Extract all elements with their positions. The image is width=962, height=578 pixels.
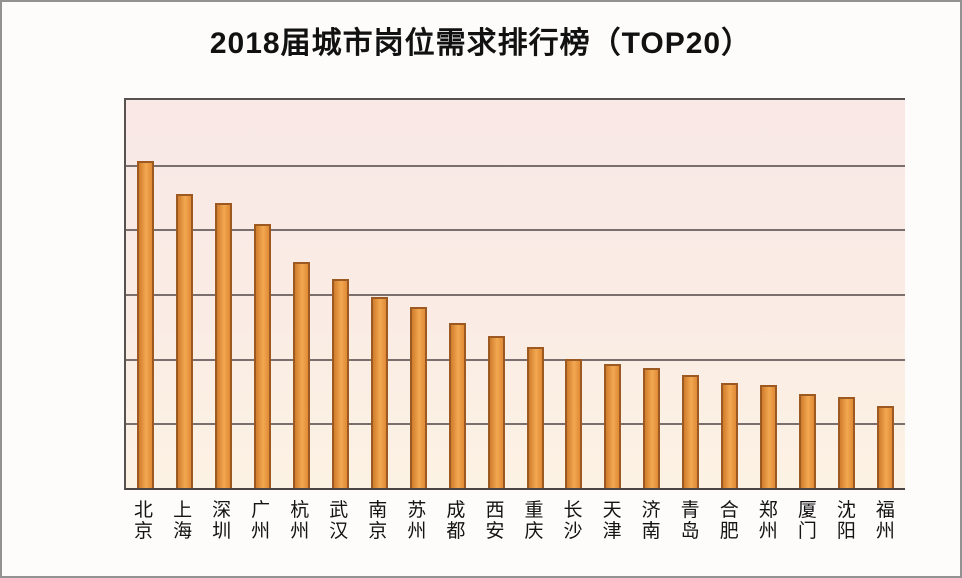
bar-杭州	[292, 261, 310, 488]
x-tick-label-上海: 上 海	[173, 500, 193, 542]
x-tick-label-沈阳: 沈 阳	[836, 500, 856, 542]
bar-column-杭州	[282, 100, 321, 488]
gridline	[126, 229, 905, 232]
x-tick-label-合肥: 合 肥	[719, 500, 739, 542]
bar-广州	[253, 224, 271, 488]
x-tick-label-北京: 北 京	[134, 500, 154, 542]
bar-济南	[643, 368, 661, 488]
gridline	[126, 164, 905, 167]
x-axis: 北 京上 海深 圳广 州杭 州武 汉南 京苏 州成 都西 安重 庆长 沙天 津济…	[124, 500, 905, 542]
x-tick-label-成都: 成 都	[446, 500, 466, 542]
x-tick-label-郑州: 郑 州	[758, 500, 778, 542]
bar-郑州	[760, 384, 778, 488]
x-tick-label-武汉: 武 汉	[329, 500, 349, 542]
bar-column-福州	[866, 100, 905, 488]
x-tick-label-南京: 南 京	[368, 500, 388, 542]
x-tick-label-济南: 济 南	[641, 500, 661, 542]
bar-成都	[448, 323, 466, 488]
bar-column-济南	[632, 100, 671, 488]
x-tick-label-西安: 西 安	[485, 500, 505, 542]
bar-column-深圳	[204, 100, 243, 488]
x-tick-label-杭州: 杭 州	[290, 500, 310, 542]
bar-苏州	[409, 306, 427, 488]
bar-青岛	[682, 374, 700, 488]
bar-column-武汉	[321, 100, 360, 488]
gridline	[126, 423, 905, 426]
bar-福州	[877, 405, 895, 488]
bar-西安	[487, 336, 505, 488]
bar-column-西安	[477, 100, 516, 488]
bar-北京	[136, 161, 154, 488]
bar-南京	[370, 297, 388, 488]
x-tick-label-深圳: 深 圳	[212, 500, 232, 542]
x-tick-label-福州: 福 州	[875, 500, 895, 542]
bar-重庆	[526, 347, 544, 488]
bar-天津	[604, 363, 622, 488]
bar-column-长沙	[554, 100, 593, 488]
bar-column-青岛	[671, 100, 710, 488]
bar-合肥	[721, 382, 739, 488]
bar-column-苏州	[399, 100, 438, 488]
bar-上海	[175, 193, 193, 488]
bar-厦门	[799, 394, 817, 488]
bar-column-广州	[243, 100, 282, 488]
bar-column-上海	[165, 100, 204, 488]
bar-深圳	[214, 203, 232, 488]
bar-column-成都	[438, 100, 477, 488]
bar-column-南京	[360, 100, 399, 488]
bars-layer	[126, 100, 905, 488]
bar-column-北京	[126, 100, 165, 488]
x-tick-label-厦门: 厦 门	[797, 500, 817, 542]
x-tick-label-天津: 天 津	[602, 500, 622, 542]
bar-column-合肥	[710, 100, 749, 488]
bar-column-天津	[593, 100, 632, 488]
bar-column-郑州	[749, 100, 788, 488]
plot-area	[124, 98, 905, 490]
bar-长沙	[565, 358, 583, 488]
x-tick-label-长沙: 长 沙	[563, 500, 583, 542]
bar-column-厦门	[788, 100, 827, 488]
bar-沈阳	[838, 397, 856, 488]
x-tick-label-重庆: 重 庆	[524, 500, 544, 542]
x-tick-label-广州: 广 州	[251, 500, 271, 542]
x-tick-label-青岛: 青 岛	[680, 500, 700, 542]
bar-武汉	[331, 279, 349, 488]
x-tick-label-苏州: 苏 州	[407, 500, 427, 542]
bar-column-沈阳	[827, 100, 866, 488]
chart-title: 2018届城市岗位需求排行榜（TOP20）	[209, 27, 753, 60]
gridline	[126, 294, 905, 296]
bar-column-重庆	[516, 100, 555, 488]
gridline	[126, 358, 905, 361]
